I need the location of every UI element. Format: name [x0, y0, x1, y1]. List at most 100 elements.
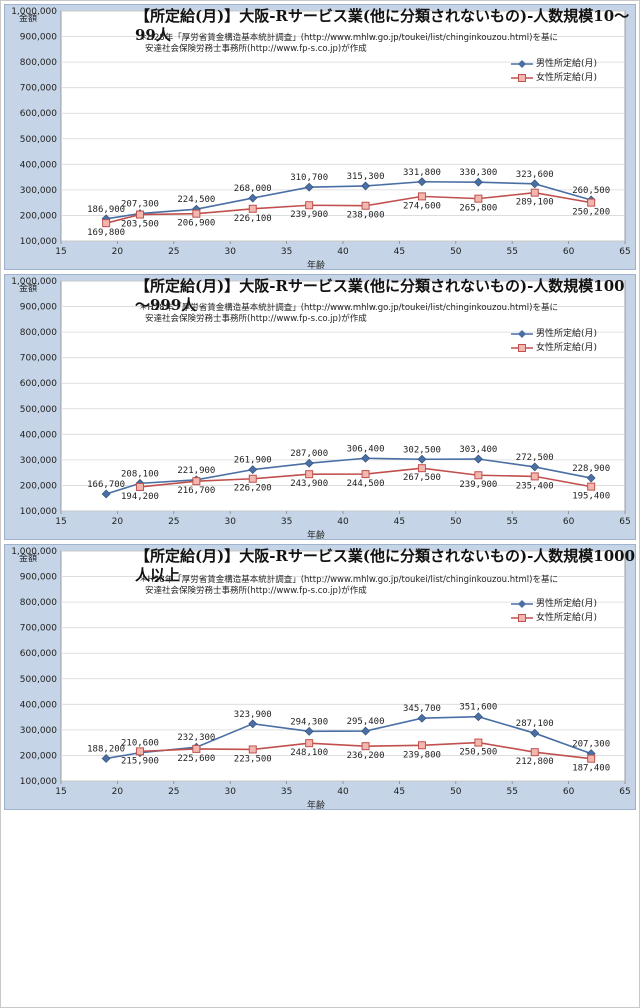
data-point-female	[530, 188, 539, 197]
data-point-male	[586, 473, 596, 483]
chart-title: 【所定給(月)】大阪-Rサービス業(他に分類されないもの)-人数規模100～99…	[135, 277, 625, 314]
data-label: 310,700	[290, 173, 328, 183]
x-tick-label: 40	[337, 247, 349, 257]
series-line-male	[105, 180, 592, 220]
data-point-female	[361, 470, 370, 479]
y-tick-label: 100,000	[20, 777, 57, 787]
data-point-female	[305, 470, 314, 479]
x-tick-label: 60	[563, 517, 575, 527]
diamond-marker-icon	[510, 329, 533, 338]
chart-title: 【所定給(月)】大阪-Rサービス業(他に分類されないもの)-人数規模10～99人	[135, 7, 630, 44]
y-tick-label: 400,000	[20, 160, 57, 170]
plot-area	[60, 10, 626, 242]
data-label: 244,500	[347, 479, 385, 489]
data-label: 306,400	[347, 444, 385, 454]
data-label: 323,600	[516, 170, 554, 180]
diamond-marker-icon	[510, 599, 533, 608]
data-point-female	[248, 204, 257, 213]
data-point-male	[473, 177, 483, 187]
data-label: 243,900	[290, 479, 328, 489]
data-label: 345,700	[403, 704, 441, 714]
data-label: 272,500	[516, 453, 554, 463]
data-label: 287,100	[516, 719, 554, 729]
data-point-female	[361, 201, 370, 210]
data-label: 223,500	[234, 754, 272, 764]
square-marker-icon	[510, 73, 533, 82]
y-tick-label: 300,000	[20, 726, 57, 736]
data-label: 265,800	[459, 204, 497, 214]
data-point-female	[587, 198, 596, 207]
chart-panel-3: 100,000 200,000 300,000 400,000 500,000 600,0…	[4, 544, 636, 810]
data-label: 212,800	[516, 757, 554, 767]
data-point-female	[135, 210, 144, 219]
x-tick-label: 45	[394, 787, 405, 797]
data-point-male	[304, 182, 314, 192]
x-tick-label: 15	[55, 247, 66, 257]
chart-svg-2: 100,000 200,000 300,000 400,000 500,000 600,0…	[11, 277, 631, 527]
chart-panel-1: 100,000 200,000 300,000 400,000 500,000 600,0…	[4, 4, 636, 270]
data-label: 226,100	[234, 214, 272, 224]
data-point-male	[304, 726, 314, 736]
x-tick-label: 25	[168, 517, 179, 527]
data-point-male	[473, 712, 483, 722]
data-label: 186,900	[87, 205, 125, 215]
data-point-female	[530, 748, 539, 757]
legend-item-female: 女性所定給(月)	[510, 611, 597, 625]
data-point-male	[248, 719, 258, 729]
y-axis-label: 金額	[19, 554, 38, 564]
data-label: 239,800	[403, 750, 441, 760]
legend: 男性所定給(月) 女性所定給(月)	[510, 597, 597, 625]
data-point-female	[587, 482, 596, 491]
data-label: 248,100	[290, 748, 328, 758]
x-axis-label: 年齢	[307, 261, 326, 270]
data-label: 216,700	[177, 486, 215, 496]
data-label: 187,400	[572, 764, 610, 774]
y-tick-label: 1,000,000	[11, 7, 57, 17]
source-note-line2: 安達社会保険労務士事務所(http://www.fp-s.co.jp)が作成	[145, 586, 367, 596]
data-point-female	[192, 477, 201, 486]
data-point-male	[417, 454, 427, 464]
y-tick-label: 400,000	[20, 700, 57, 710]
y-tick-label: 500,000	[20, 135, 57, 145]
data-point-male	[248, 193, 258, 203]
data-label: 203,500	[121, 220, 159, 230]
data-point-female	[192, 744, 201, 753]
data-label: 225,600	[177, 754, 215, 764]
x-tick-label: 60	[563, 787, 575, 797]
x-tick-label: 25	[168, 787, 179, 797]
legend-label: 男性所定給(月)	[535, 59, 597, 69]
y-tick-label: 1,000,000	[11, 277, 57, 287]
x-tick-label: 15	[55, 517, 66, 527]
y-tick-label: 200,000	[20, 481, 57, 491]
data-label: 330,300	[459, 168, 497, 178]
chart-panel-2: 100,000 200,000 300,000 400,000 500,000 600,0…	[4, 274, 636, 540]
x-tick-label: 50	[450, 247, 462, 257]
x-tick-label: 35	[281, 247, 292, 257]
data-label: 274,600	[403, 201, 441, 211]
chart-svg-1: 100,000 200,000 300,000 400,000 500,000 600,0…	[11, 7, 631, 257]
square-marker-icon	[510, 343, 533, 352]
data-label: 215,900	[121, 756, 159, 766]
source-note-line1: ＊H28年「厚労省賃金構造基本統計調査」(http://www.mhlw.go.…	[139, 575, 558, 585]
data-point-female	[305, 201, 314, 210]
data-label: 289,100	[516, 198, 554, 208]
source-note-line2: 安達社会保険労務士事務所(http://www.fp-s.co.jp)が作成	[145, 44, 367, 54]
data-label: 194,200	[121, 492, 159, 502]
data-point-male	[417, 177, 427, 187]
data-point-female	[248, 474, 257, 483]
y-tick-label: 500,000	[20, 675, 57, 685]
data-label: 303,400	[459, 445, 497, 455]
x-tick-label: 15	[55, 787, 66, 797]
x-tick-label: 65	[619, 247, 630, 257]
x-tick-label: 50	[450, 517, 462, 527]
x-tick-label: 20	[112, 787, 124, 797]
data-point-male	[530, 179, 540, 189]
legend-item-male: 男性所定給(月)	[510, 597, 597, 611]
square-marker-icon	[510, 613, 533, 622]
x-tick-label: 30	[224, 787, 236, 797]
plot-area	[60, 550, 626, 782]
data-label: 221,900	[177, 466, 215, 476]
legend-item-female: 女性所定給(月)	[510, 71, 597, 85]
x-tick-label: 60	[563, 247, 575, 257]
data-label: 226,200	[234, 484, 272, 494]
